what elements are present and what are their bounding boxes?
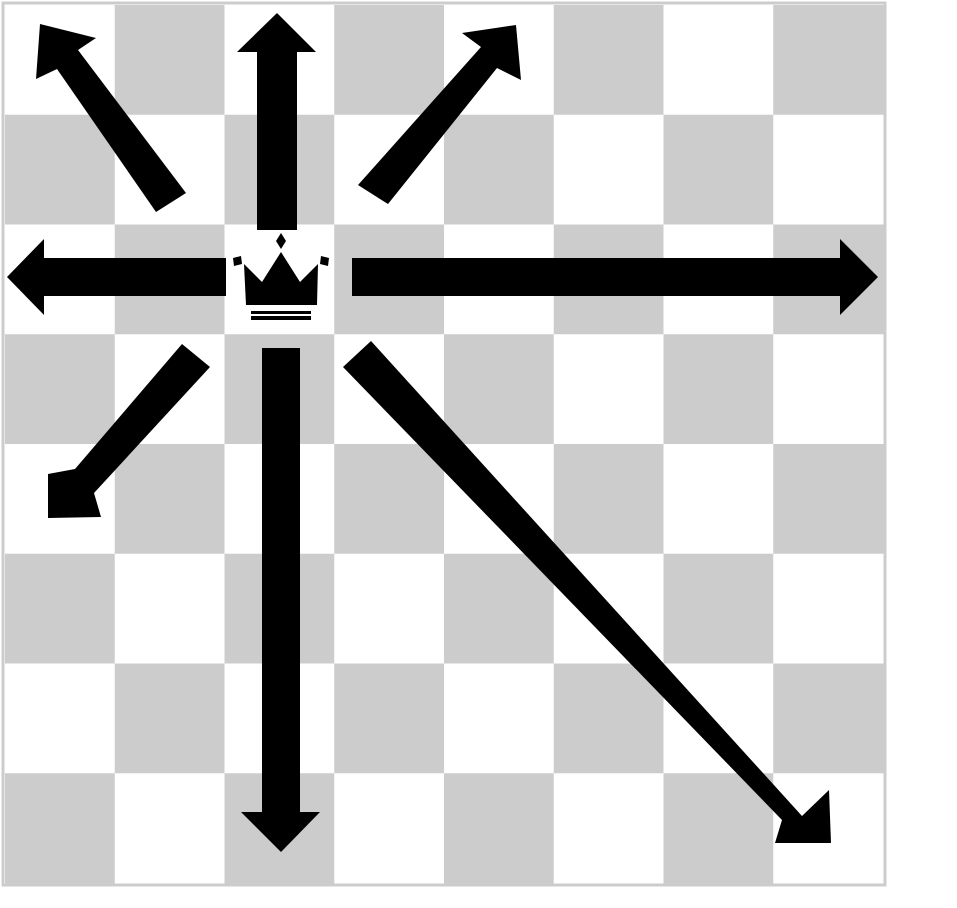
board-square [773,444,884,555]
board-square [663,334,774,445]
board-square [773,553,884,664]
move-arrow-up-left [36,24,186,212]
crown-icon [233,230,329,325]
board-square [114,444,225,555]
board-square [114,773,225,884]
board-square [773,114,884,225]
board-square [114,663,225,774]
move-arrow-down [241,348,320,852]
board-square [334,773,445,884]
board-square [5,334,116,445]
board-square [553,334,664,445]
move-arrow-down-right [343,341,831,843]
board-square [773,663,884,774]
board-square [663,663,774,774]
move-arrow-right [352,239,878,315]
board-square [334,5,445,116]
board-square [663,5,774,116]
board-square [5,114,116,225]
board-square [663,114,774,225]
board-square [553,773,664,884]
move-arrows [7,13,878,852]
board-square [773,334,884,445]
board-square [444,553,555,664]
board-square [663,444,774,555]
move-arrow-down-left [48,344,210,518]
board-square [553,5,664,116]
board-square [5,553,116,664]
move-arrow-up-right [358,25,521,204]
board-square [5,773,116,884]
board-square [553,114,664,225]
board-square [444,114,555,225]
board-square [773,5,884,116]
board-border [1,1,887,887]
board-square [444,663,555,774]
board-square [114,553,225,664]
board-square [334,444,445,555]
board-square [663,553,774,664]
board-square [553,444,664,555]
move-arrow-left [7,239,226,315]
move-arrow-up [237,13,316,232]
board-square [444,334,555,445]
board-square [114,5,225,116]
board-square [5,663,116,774]
board-square [444,773,555,884]
queen-piece [233,230,329,325]
board-square [334,663,445,774]
board-square [334,553,445,664]
board-square [553,663,664,774]
